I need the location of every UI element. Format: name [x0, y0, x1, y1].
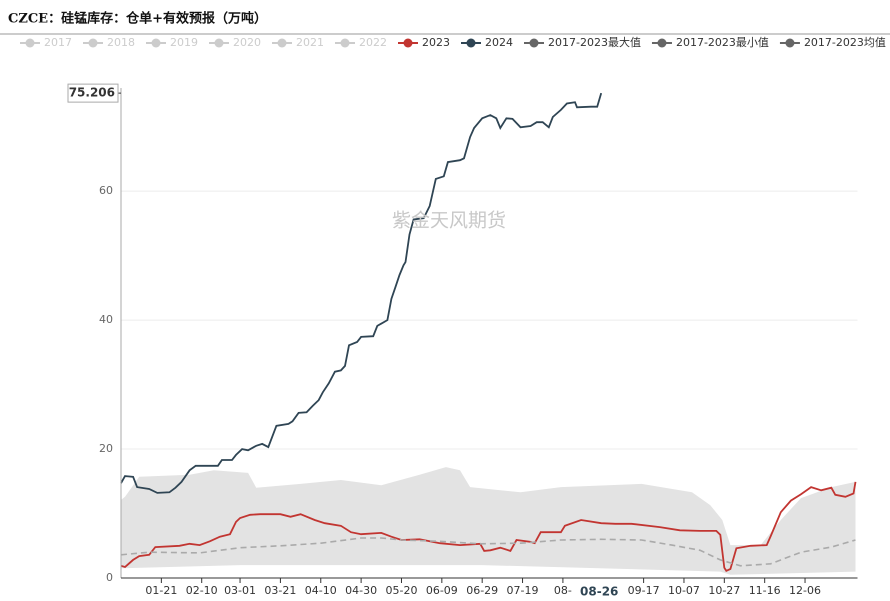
x-tick-label: 04-10 — [305, 584, 337, 597]
x-tick-label: 12-06 — [789, 584, 821, 597]
watermark: 紫金天风期货 — [392, 210, 506, 232]
legend-marker — [277, 38, 287, 48]
max-band — [121, 467, 856, 578]
legend-label: 2024 — [485, 36, 513, 49]
y-tick-label: 0 — [106, 571, 113, 584]
pointer-x-label: 08-26 — [580, 585, 618, 599]
x-tick-label: 06-29 — [466, 584, 498, 597]
legend-marker — [403, 38, 413, 48]
series-line — [120, 92, 603, 494]
legend-label: 2017 — [44, 36, 72, 49]
chart-title: CZCE：硅锰库存：仓单+有效预报（万吨） — [8, 11, 267, 27]
x-tick-label: 06-09 — [426, 584, 458, 597]
x-tick-label: 10-07 — [668, 584, 700, 597]
legend-marker — [466, 38, 476, 48]
legend-marker — [785, 38, 795, 48]
mean-line — [120, 537, 856, 567]
legend-label: 2020 — [233, 36, 261, 49]
legend-marker — [88, 38, 98, 48]
legend-label: 2017-2023最大值 — [548, 35, 641, 49]
legend-marker — [25, 38, 35, 48]
legend-label: 2019 — [170, 36, 198, 49]
legend-marker — [151, 38, 161, 48]
y-tick-label: 40 — [99, 313, 113, 326]
y-tick-label: 20 — [99, 442, 113, 455]
x-tick-label: 03-21 — [264, 584, 296, 597]
legend-marker — [529, 38, 539, 48]
series-line — [120, 481, 857, 573]
x-tick-label: 07-19 — [507, 584, 539, 597]
legend-label: 2023 — [422, 36, 450, 49]
x-tick-label: 09-17 — [628, 584, 660, 597]
pointer-x-box — [577, 582, 622, 600]
legend-label: 2017-2023均值 — [804, 36, 886, 49]
legend: 2017 2018 2019 2020 2021 2022 2023 2024 2017-202… — [20, 35, 886, 49]
x-tick-label: 03-01 — [224, 584, 256, 597]
legend-label: 2022 — [359, 36, 387, 49]
y-tick-label: 60 — [99, 184, 113, 197]
pointer-y-label: 75.206 — [69, 86, 115, 100]
x-tick-label: 01-21 — [145, 584, 177, 597]
min-band — [121, 565, 856, 578]
legend-marker — [340, 38, 350, 48]
x-tick-label: 08- — [554, 584, 572, 597]
legend-marker — [657, 38, 667, 48]
x-tick-label: 04-30 — [345, 584, 377, 597]
legend-label: 2017-2023最小值 — [676, 36, 769, 49]
x-tick-label: 02-10 — [186, 584, 218, 597]
x-tick-label: 11-16 — [749, 584, 781, 597]
x-tick-label: 05-20 — [385, 584, 417, 597]
pointer-y-box — [67, 83, 119, 103]
legend-label: 2018 — [107, 36, 135, 49]
legend-marker — [214, 38, 224, 48]
x-tick-label: 10-27 — [708, 584, 740, 597]
plot-area: 0 20 40 60 01-21 02-10 03-01 03-21 04-10 04-30 05-… — [67, 83, 858, 600]
legend-label: 2021 — [296, 36, 324, 49]
